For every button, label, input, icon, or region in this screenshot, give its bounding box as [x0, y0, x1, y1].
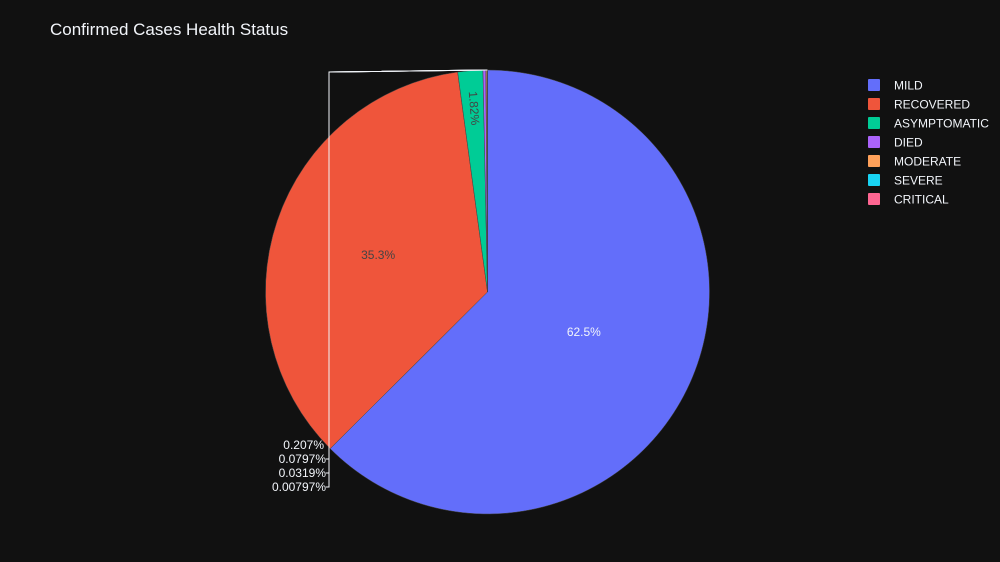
slice-label-moderate: 0.0797% — [279, 452, 327, 466]
pie-slices — [265, 69, 710, 515]
legend-swatch-asymptomatic — [868, 117, 880, 129]
legend-swatch-moderate — [868, 155, 880, 167]
pie-slice-mild[interactable] — [329, 69, 710, 515]
legend: MILD RECOVERED ASYMPTOMATIC DIED MODERATE SEV… — [868, 79, 989, 207]
legend-label-recovered: RECOVERED — [894, 98, 970, 112]
chart-title: Confirmed Cases Health Status — [50, 20, 288, 39]
legend-label-died: DIED — [894, 136, 923, 150]
legend-swatch-mild — [868, 79, 880, 91]
legend-label-critical: CRITICAL — [894, 193, 949, 207]
slice-label-recovered: 35.3% — [361, 248, 395, 262]
legend-item-critical[interactable]: CRITICAL — [868, 193, 949, 207]
legend-swatch-critical — [868, 193, 880, 205]
slice-label-critical: 0.00797% — [272, 480, 326, 494]
legend-label-severe: SEVERE — [894, 174, 943, 188]
legend-item-moderate[interactable]: MODERATE — [868, 155, 961, 169]
slice-label-asymptomatic: 1.82% — [466, 91, 483, 126]
slice-labels: 62.5% 35.3% 1.82% 0.207%0.0797%0.0319%0.007… — [272, 69, 601, 494]
legend-label-moderate: MODERATE — [894, 155, 961, 169]
legend-label-mild: MILD — [894, 79, 923, 93]
legend-swatch-died — [868, 136, 880, 148]
leader-line-critical — [326, 69, 488, 488]
legend-label-asymptomatic: ASYMPTOMATIC — [894, 117, 989, 131]
legend-swatch-recovered — [868, 98, 880, 110]
legend-item-died[interactable]: DIED — [868, 136, 923, 150]
legend-item-asymptomatic[interactable]: ASYMPTOMATIC — [868, 117, 989, 131]
legend-item-mild[interactable]: MILD — [868, 79, 923, 93]
legend-item-recovered[interactable]: RECOVERED — [868, 98, 970, 112]
legend-swatch-severe — [868, 174, 880, 186]
slice-label-died: 0.207% — [283, 438, 324, 452]
legend-item-severe[interactable]: SEVERE — [868, 174, 943, 188]
slice-label-severe: 0.0319% — [279, 466, 327, 480]
pie-slice-recovered[interactable] — [265, 71, 488, 450]
slice-label-mild: 62.5% — [567, 325, 601, 339]
